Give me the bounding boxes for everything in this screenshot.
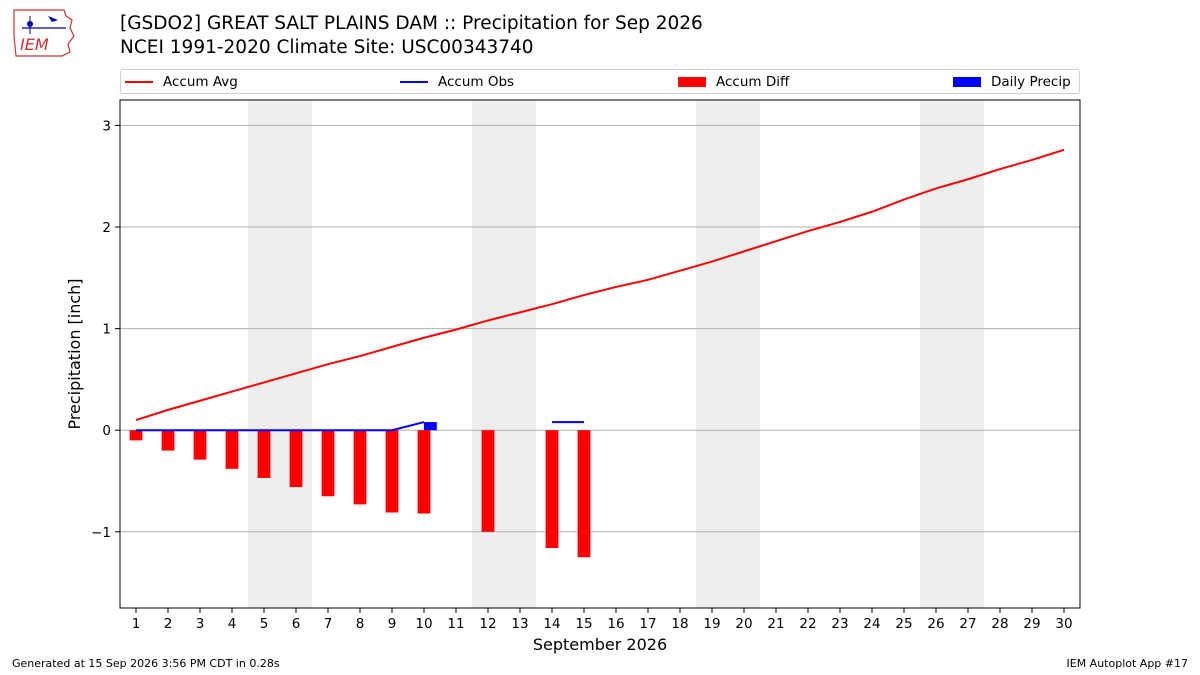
accum-diff-bar <box>225 430 239 469</box>
weekend-band <box>248 100 312 608</box>
chart-subtitle: NCEI 1991-2020 Climate Site: USC00343740 <box>120 37 534 58</box>
accum-diff-bar <box>353 430 367 505</box>
x-tick-label: 27 <box>959 616 976 632</box>
accum-diff-bar <box>193 430 207 460</box>
x-tick-label: 7 <box>324 616 333 632</box>
autoplot-app-label: IEM Autoplot App #17 <box>1066 657 1189 670</box>
x-tick-label: 8 <box>356 616 365 632</box>
chart-title: [GSDO2] GREAT SALT PLAINS DAM :: Precipi… <box>120 13 703 34</box>
x-tick-label: 20 <box>735 616 752 632</box>
daily-precip-bar <box>424 422 437 431</box>
x-tick-label: 15 <box>575 616 592 632</box>
iem-logo: IEM <box>13 9 75 57</box>
legend-label-accum-avg: Accum Avg <box>163 74 238 90</box>
y-tick-label: −1 <box>91 525 111 541</box>
accum-diff-bar <box>577 430 591 558</box>
accum-diff-bar <box>161 430 175 451</box>
legend-swatch-diff <box>678 77 706 87</box>
accum-avg-line <box>135 148 1065 421</box>
x-tick-label: 29 <box>1023 616 1040 632</box>
x-tick-label: 5 <box>260 616 269 632</box>
x-tick-label: 25 <box>895 616 912 632</box>
y-tick-label: 2 <box>102 220 111 236</box>
legend-label-accum-diff: Accum Diff <box>716 74 790 90</box>
accum-diff-bar <box>481 430 495 532</box>
x-tick-label: 11 <box>447 616 464 632</box>
accum-diff-bar <box>417 430 431 514</box>
plot-frame <box>119 99 1081 609</box>
x-tick-label: 19 <box>703 616 720 632</box>
chart-legend: Accum Avg Accum Obs Accum Diff Daily Pre… <box>120 69 1080 94</box>
x-tick-label: 23 <box>831 616 848 632</box>
x-tick-label: 6 <box>292 616 301 632</box>
y-tick-label: 3 <box>102 118 111 134</box>
accum-diff-bar <box>289 430 303 488</box>
x-tick-label: 13 <box>511 616 528 632</box>
accum-diff-bar <box>129 430 143 441</box>
logo-text: IEM <box>20 35 49 54</box>
y-tick-label: 1 <box>102 322 111 338</box>
x-tick-label: 28 <box>991 616 1008 632</box>
x-tick-label: 30 <box>1055 616 1072 632</box>
y-tick-label: 0 <box>102 423 111 439</box>
x-tick-label: 4 <box>228 616 237 632</box>
legend-swatch-daily <box>953 77 981 87</box>
x-tick-label: 1 <box>132 616 141 632</box>
x-axis-label: September 2026 <box>533 635 667 654</box>
legend-swatch-avg <box>125 81 153 83</box>
accum-diff-bar <box>257 430 271 478</box>
accum-diff-bar <box>385 430 399 513</box>
x-tick-label: 22 <box>799 616 816 632</box>
generated-timestamp: Generated at 15 Sep 2026 3:56 PM CDT in … <box>12 657 280 670</box>
accum-diff-bar <box>545 430 559 549</box>
weekend-band <box>696 100 760 608</box>
x-tick-label: 24 <box>863 616 880 632</box>
x-tick-label: 10 <box>415 616 432 632</box>
x-tick-label: 12 <box>479 616 496 632</box>
legend-label-accum-obs: Accum Obs <box>438 74 515 90</box>
legend-swatch-obs <box>400 81 428 83</box>
x-tick-label: 14 <box>543 616 560 632</box>
x-tick-label: 2 <box>164 616 173 632</box>
x-tick-label: 3 <box>196 616 205 632</box>
x-tick-label: 21 <box>767 616 784 632</box>
x-tick-label: 26 <box>927 616 944 632</box>
x-tick-label: 9 <box>388 616 397 632</box>
legend-label-daily-precip: Daily Precip <box>991 74 1071 90</box>
x-tick-label: 16 <box>607 616 624 632</box>
y-axis-label: Precipitation [inch] <box>65 278 84 429</box>
accum-obs-line <box>136 421 425 432</box>
x-tick-label: 17 <box>639 616 656 632</box>
x-tick-label: 18 <box>671 616 688 632</box>
accum-diff-bar <box>321 430 335 497</box>
